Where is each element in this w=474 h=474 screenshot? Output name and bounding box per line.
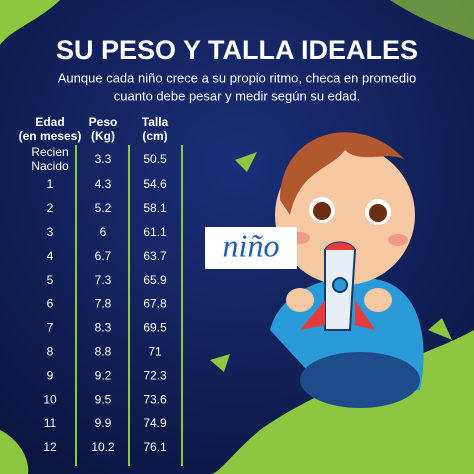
table-cell: 72.3 xyxy=(143,368,167,382)
table-cell: 65.9 xyxy=(143,273,167,287)
table-cell: 67.8 xyxy=(143,297,167,311)
column-header: (en meses) xyxy=(19,129,82,143)
leaf xyxy=(428,318,452,340)
table-cell: 3.3 xyxy=(95,152,112,166)
table-cell: 58.1 xyxy=(143,201,167,215)
baby xyxy=(270,132,424,408)
blob xyxy=(0,430,29,474)
table-cell: 73.6 xyxy=(143,392,167,406)
leaf xyxy=(210,354,230,372)
column-header: Edad xyxy=(35,115,64,129)
subtitle: Aunque cada niño crece a su propio ritmo… xyxy=(58,70,416,85)
table-cell: 2 xyxy=(47,201,54,215)
blob xyxy=(0,0,60,45)
column-header: (Kg) xyxy=(91,129,115,143)
table-cell: 9.9 xyxy=(95,416,112,430)
table-cell: 9.2 xyxy=(95,368,112,382)
table-cell: 54.6 xyxy=(143,177,167,191)
table: Edad(en meses) Peso(Kg) Talla(cm) RecienNac… xyxy=(19,115,183,466)
table-cell: Nacido xyxy=(31,159,69,173)
table-cell: 6 xyxy=(47,297,54,311)
table-cell: 7.8 xyxy=(95,297,112,311)
leaf xyxy=(235,152,257,172)
table-cell: 71 xyxy=(148,344,162,358)
table-cell: 76.1 xyxy=(143,440,167,454)
table-cell: Recien xyxy=(31,145,68,159)
table-cell: 61.1 xyxy=(143,225,167,239)
title: SU PESO Y TALLA IDEALES xyxy=(56,35,418,65)
label: niño xyxy=(223,227,280,263)
table-cell: 69.5 xyxy=(143,321,167,335)
table-cell: 5.2 xyxy=(95,201,112,215)
table-cell: 3 xyxy=(47,225,54,239)
label-box xyxy=(205,227,297,269)
table-cell: 4.3 xyxy=(95,177,112,191)
table-cell: 8.8 xyxy=(95,344,112,358)
table-cell: 10.2 xyxy=(91,440,115,454)
subtitle: cuanto debe pesar y medir según su edad. xyxy=(114,88,360,103)
table-cell: 7.3 xyxy=(95,273,112,287)
table-cell: 74.9 xyxy=(143,416,167,430)
column-header: Talla xyxy=(142,115,169,129)
table-cell: 7 xyxy=(47,321,54,335)
table-cell: 11 xyxy=(44,416,57,430)
table-cell: 8.3 xyxy=(95,321,112,335)
table-cell: 63.7 xyxy=(143,249,167,263)
blob xyxy=(390,0,474,40)
column-header: Peso xyxy=(89,115,118,129)
table-cell: 50.5 xyxy=(143,152,167,166)
table-cell: 12 xyxy=(43,440,57,454)
table-cell: 9.5 xyxy=(95,392,112,406)
table-cell: 9 xyxy=(47,368,54,382)
table-cell: 6.7 xyxy=(95,249,112,263)
table-cell: 4 xyxy=(47,249,54,263)
table-cell: 8 xyxy=(47,344,54,358)
table-cell: 1 xyxy=(47,177,54,191)
column-header: (cm) xyxy=(142,129,167,143)
table-cell: 10 xyxy=(43,392,57,406)
table-cell: 6 xyxy=(100,225,107,239)
table-cell: 5 xyxy=(47,273,54,287)
